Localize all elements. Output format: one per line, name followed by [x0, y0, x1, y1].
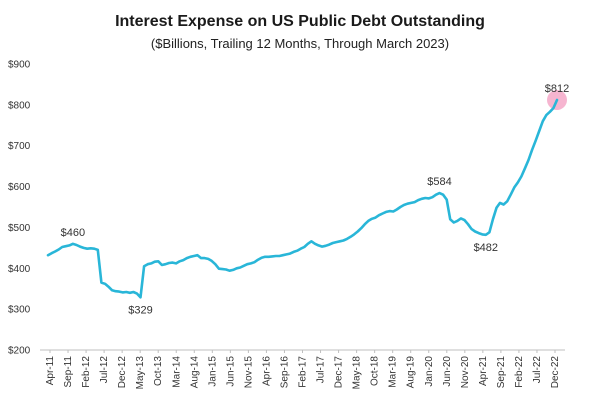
- x-tick-label: Nov-15: [243, 356, 254, 389]
- x-tick-label: Dec-12: [117, 356, 128, 389]
- x-tick-label: Dec-22: [550, 356, 561, 389]
- x-tick-label: Jul-12: [99, 356, 110, 384]
- y-tick-label: $800: [8, 100, 31, 111]
- x-tick-label: Aug-14: [189, 356, 200, 389]
- x-tick-label: Feb-17: [298, 356, 309, 388]
- x-tick-label: Nov-20: [460, 356, 471, 389]
- x-tick-label: Mar-14: [171, 356, 182, 388]
- interest-expense-line: [46, 98, 559, 299]
- y-tick-label: $400: [8, 264, 31, 275]
- x-tick-label: Mar-19: [388, 356, 399, 388]
- y-tick-label: $500: [8, 223, 31, 234]
- x-tick-label: Jul-22: [532, 356, 543, 384]
- y-tick-label: $200: [8, 346, 31, 357]
- annotation-label: $584: [427, 176, 451, 188]
- x-tick-label: Jun-15: [225, 356, 236, 387]
- annotation-label: $812: [545, 83, 569, 95]
- y-tick-label: $900: [8, 60, 31, 71]
- annotation-label: $482: [474, 242, 498, 254]
- y-tick-label: $700: [8, 141, 31, 152]
- x-tick-label: Feb-12: [81, 356, 92, 388]
- x-tick-label: Jan-20: [424, 356, 435, 387]
- y-tick-label: $300: [8, 305, 31, 316]
- chart-title: Interest Expense on US Public Debt Outst…: [115, 13, 485, 30]
- annotations: $460 $329 $584 $482 $812: [61, 83, 570, 316]
- x-tick-label: Jan-15: [207, 356, 218, 387]
- x-tick-label: Jul-17: [316, 356, 327, 384]
- x-tick-label: Oct-18: [370, 356, 381, 386]
- x-tick-label: Jun-20: [442, 356, 453, 387]
- annotation-label: $329: [128, 304, 152, 316]
- plot-area: [46, 89, 567, 299]
- x-tick-label: May-13: [135, 356, 146, 390]
- x-tick-label: Sep-21: [496, 356, 507, 389]
- x-tick-label: Feb-22: [514, 356, 525, 388]
- y-axis: $200 $300 $400 $500 $600 $700 $800 $900: [8, 60, 31, 357]
- x-tick-label: Dec-17: [334, 356, 345, 389]
- chart-subtitle: ($Billions, Trailing 12 Months, Through …: [151, 36, 449, 51]
- x-axis: Apr-11 Sep-11 Feb-12 Jul-12 Dec-12 May-13 Oct-…: [40, 349, 565, 390]
- annotation-label: $460: [61, 227, 85, 239]
- x-tick-label: May-18: [352, 356, 363, 390]
- x-tick-label: Oct-13: [153, 356, 164, 386]
- x-tick-label: Apr-11: [45, 356, 56, 386]
- x-tick-label: Aug-19: [406, 356, 417, 389]
- x-tick-label: Apr-16: [261, 356, 272, 386]
- y-tick-label: $600: [8, 182, 31, 193]
- x-tick-label: Apr-21: [478, 356, 489, 386]
- x-tick-label: Sep-11: [63, 356, 74, 388]
- x-tick-label: Sep-16: [279, 356, 290, 389]
